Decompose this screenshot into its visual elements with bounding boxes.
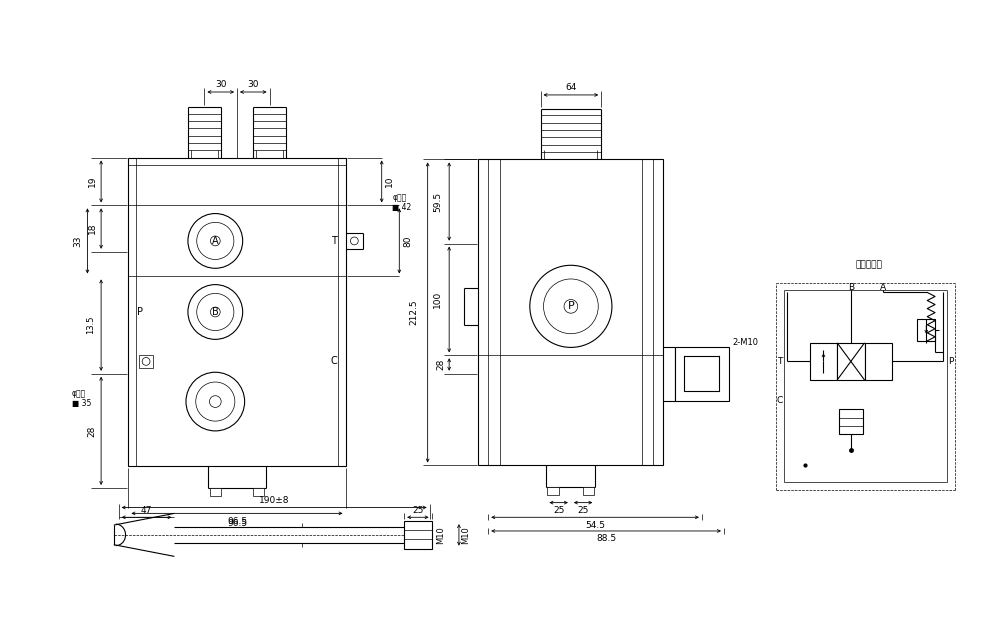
Circle shape — [188, 213, 243, 268]
Circle shape — [197, 294, 234, 330]
Bar — [547, 487, 559, 495]
Circle shape — [564, 300, 578, 313]
Bar — [139, 355, 153, 368]
Circle shape — [544, 279, 598, 334]
Bar — [917, 319, 935, 341]
Text: 18: 18 — [88, 223, 97, 234]
Text: 13.5: 13.5 — [86, 316, 95, 335]
Bar — [839, 409, 863, 434]
Text: φ螺系: φ螺系 — [392, 193, 407, 202]
Text: 100: 100 — [433, 291, 442, 308]
Text: φ螺系: φ螺系 — [72, 389, 86, 398]
Bar — [253, 488, 264, 496]
Text: 96.5: 96.5 — [227, 517, 247, 526]
Circle shape — [210, 236, 220, 246]
Bar — [583, 487, 594, 495]
Circle shape — [209, 396, 221, 407]
Circle shape — [210, 307, 220, 317]
Bar — [684, 356, 719, 391]
Circle shape — [188, 285, 243, 340]
Text: 28: 28 — [436, 359, 445, 370]
Text: 25: 25 — [577, 506, 589, 515]
Text: 88.5: 88.5 — [596, 534, 616, 543]
Text: P: P — [137, 307, 143, 317]
Circle shape — [142, 358, 150, 365]
Circle shape — [197, 222, 234, 259]
Text: C: C — [776, 396, 783, 406]
Text: 190±8: 190±8 — [259, 496, 289, 505]
Text: 10: 10 — [385, 175, 394, 187]
Bar — [210, 488, 221, 496]
Text: P: P — [948, 357, 953, 366]
Text: ■ 42: ■ 42 — [392, 203, 412, 212]
Text: T: T — [331, 236, 337, 246]
Text: 25: 25 — [553, 506, 564, 515]
Text: B: B — [848, 283, 854, 292]
Text: 2-M10: 2-M10 — [733, 338, 759, 347]
Text: P: P — [568, 301, 574, 312]
Text: 30: 30 — [215, 80, 226, 89]
Text: A: A — [212, 236, 219, 246]
Text: 液压原理图: 液压原理图 — [855, 261, 882, 269]
Text: ■ 35: ■ 35 — [72, 399, 91, 408]
Text: 212.5: 212.5 — [409, 300, 418, 325]
Circle shape — [186, 372, 245, 431]
Text: T: T — [777, 357, 782, 366]
Polygon shape — [114, 513, 174, 557]
Text: 59.5: 59.5 — [433, 192, 442, 211]
Text: 19: 19 — [88, 175, 97, 187]
Text: 54.5: 54.5 — [585, 521, 605, 529]
Text: C: C — [330, 356, 337, 366]
Bar — [810, 343, 837, 380]
Bar — [404, 521, 432, 549]
Text: 64: 64 — [565, 83, 577, 91]
Text: 30: 30 — [248, 80, 259, 89]
Circle shape — [530, 266, 612, 348]
Bar — [128, 157, 346, 466]
Bar — [478, 159, 663, 465]
Text: M10: M10 — [436, 526, 445, 544]
Text: A: A — [880, 283, 886, 292]
Text: 33: 33 — [73, 235, 82, 247]
Text: 96.5: 96.5 — [227, 519, 247, 527]
Circle shape — [350, 237, 358, 245]
Text: B: B — [212, 307, 219, 317]
Bar — [865, 343, 892, 380]
Text: 47: 47 — [141, 506, 152, 515]
Text: 80: 80 — [404, 235, 413, 247]
Circle shape — [196, 382, 235, 421]
Text: M10: M10 — [461, 526, 470, 544]
Bar — [837, 343, 865, 380]
Text: 25: 25 — [412, 506, 424, 515]
Bar — [675, 347, 729, 401]
Text: 28: 28 — [88, 425, 97, 437]
